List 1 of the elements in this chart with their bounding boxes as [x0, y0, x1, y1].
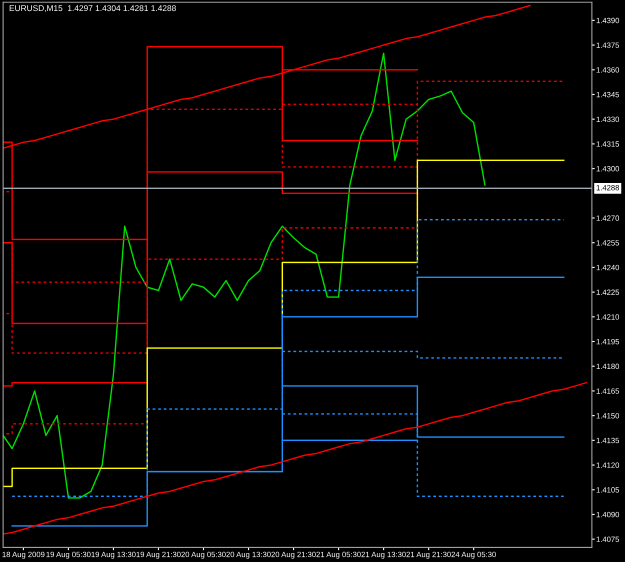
chart-title: EURUSD,M15 1.4297 1.4304 1.4281 1.4288	[10, 5, 176, 12]
